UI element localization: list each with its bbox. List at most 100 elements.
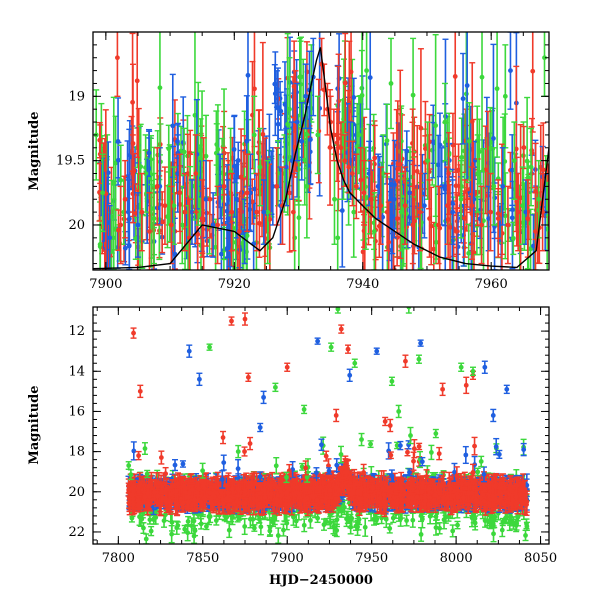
top-bg-point-marker	[274, 86, 280, 92]
top-series-0-point-marker	[265, 209, 271, 215]
top-series-0-point-marker	[251, 132, 257, 138]
top-data-layer	[93, 32, 549, 270]
top-spike-point-marker	[287, 190, 293, 196]
bot-green-point	[418, 526, 425, 542]
top-bg-point-marker	[133, 235, 139, 241]
top-series-2-point	[487, 172, 494, 252]
bottom-data-layer	[125, 307, 530, 544]
top-series-1-point-marker	[261, 209, 267, 215]
top-series-2-point	[515, 172, 522, 252]
top-series-2-point-marker	[229, 209, 235, 215]
top-series-0-point	[458, 159, 465, 239]
top-bg-point	[159, 191, 166, 254]
top-series-2-point-marker	[445, 203, 450, 209]
top-bg-point-marker	[97, 242, 103, 247]
top-panel: 7900 7920 7940 7960 19 19.5 20 Magnitude	[27, 31, 550, 292]
bot-green-point-marker	[226, 527, 232, 533]
top-series-2-point-marker	[207, 196, 213, 202]
top-series-2-point-marker	[410, 222, 416, 228]
top-series-1-point-marker	[500, 183, 506, 189]
top-series-2-point	[504, 185, 511, 265]
top-series-0-point-marker	[466, 138, 472, 144]
top-series-1-point	[391, 159, 398, 239]
top-series-0-point-marker	[332, 196, 337, 202]
top-xtick-label-3: 7960	[475, 277, 508, 292]
bot-green-point	[409, 512, 416, 528]
top-bg-point	[273, 70, 280, 108]
top-spike-point-marker	[267, 216, 273, 222]
top-series-2-point	[122, 159, 129, 239]
top-bg-point-marker	[453, 183, 459, 189]
top-series-1-point	[438, 147, 445, 226]
top-bg-point-marker	[459, 154, 465, 160]
bot-green-point-marker	[418, 532, 424, 537]
top-series-0-point-marker	[398, 209, 404, 215]
bot-green-point-marker	[410, 517, 416, 523]
top-series-2-point-marker	[338, 145, 344, 151]
top-series-0-point-marker	[475, 171, 481, 176]
top-series-2-point-marker	[479, 222, 484, 228]
top-series-2-point	[495, 179, 502, 258]
top-bg-point	[465, 223, 472, 270]
top-series-2-point-marker	[162, 203, 168, 209]
top-spike-point-marker	[395, 166, 401, 172]
top-spike-point-marker	[170, 123, 176, 129]
top-spike-point	[342, 32, 349, 134]
bot-green-point	[362, 517, 369, 537]
top-series-2-point-marker	[402, 203, 408, 209]
top-series-1-point-marker	[189, 209, 195, 215]
top-ytick-label-1: 19.5	[56, 154, 85, 169]
top-series-2-point	[117, 185, 124, 265]
top-bg-point-marker	[224, 208, 230, 214]
top-series-0-point-marker	[458, 196, 464, 202]
top-series-0-point-marker	[351, 209, 357, 215]
top-series-2-point-marker	[417, 209, 423, 215]
top-spike-point-marker	[518, 195, 524, 201]
top-bg-point-marker	[195, 232, 201, 237]
top-bg-point-marker	[447, 224, 453, 230]
top-series-0-point	[398, 172, 405, 252]
top-spike-point	[417, 48, 424, 209]
top-series-2-point-marker	[346, 164, 352, 170]
top-spike-point	[169, 73, 176, 178]
bot-green-point-marker	[162, 512, 168, 518]
top-series-0-point	[441, 82, 448, 162]
top-bg-point-marker	[257, 220, 262, 226]
top-series-2-point	[129, 134, 136, 213]
top-spike-point	[452, 32, 459, 173]
top-bg-point-marker	[414, 168, 420, 174]
top-series-1-point-marker	[450, 209, 456, 215]
top-series-2-point-marker	[384, 209, 390, 215]
top-series-1-point-marker	[234, 196, 240, 202]
top-series-2-point	[236, 192, 243, 270]
top-spike-point-marker	[452, 74, 458, 79]
top-xtick-label-0: 7900	[89, 277, 122, 292]
top-spike-point	[134, 32, 141, 159]
top-series-2-point	[532, 192, 539, 270]
top-series-2-point-marker	[168, 222, 174, 228]
top-series-2-point	[253, 172, 260, 252]
top-series-1-point	[298, 102, 305, 181]
top-series-2-point	[402, 166, 409, 245]
top-bg-point-marker	[239, 240, 245, 246]
top-series-2-point	[192, 134, 199, 213]
top-series-2-point-marker	[488, 209, 493, 215]
top-series-0-point	[363, 32, 370, 110]
top-series-2-point-marker	[462, 216, 468, 221]
top-bg-point-marker	[159, 219, 165, 225]
top-series-0-point-marker	[257, 164, 263, 170]
top-series-1-point-marker	[407, 190, 413, 196]
top-series-0-point-marker	[304, 183, 310, 189]
top-series-2-point-marker	[495, 216, 501, 221]
top-series-1-point	[210, 192, 217, 258]
top-series-1-point	[507, 32, 514, 110]
top-series-2-point-marker	[505, 222, 511, 228]
top-series-0-point	[511, 121, 518, 200]
top-series-2-point	[368, 159, 375, 239]
top-series-2-point	[154, 147, 161, 226]
top-series-0-point	[170, 166, 177, 245]
top-series-2-point	[244, 153, 251, 233]
top-series-2-point-marker	[199, 216, 205, 221]
top-series-0-point	[99, 153, 106, 233]
top-series-2-point-marker	[436, 222, 441, 228]
